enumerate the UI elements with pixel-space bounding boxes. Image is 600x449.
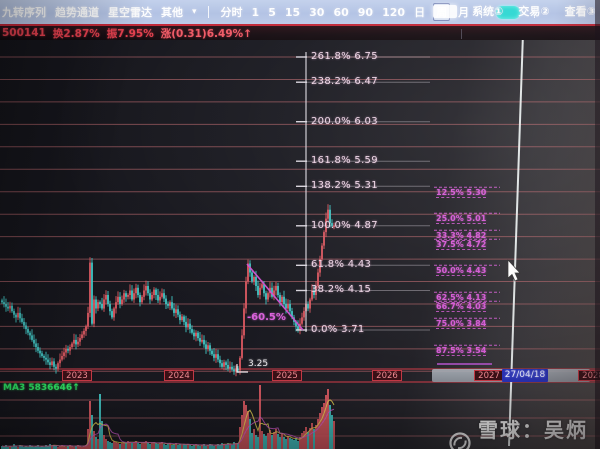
indicator-tab-九转序列[interactable]: 九转序列: [2, 6, 46, 19]
period-button-15[interactable]: 15: [284, 5, 301, 19]
retracement-level-label: 66.7% 4.03: [436, 302, 487, 312]
toolbar-glare-button[interactable]: [433, 4, 458, 18]
axis-year-label: 2027: [474, 370, 504, 381]
retracement-level-label: 25.0% 5.01: [436, 214, 487, 224]
retracement-dashed-lines: [434, 186, 500, 346]
axis-year-label: 2026: [372, 370, 402, 381]
fib-level-label: 61.8% 4.43: [311, 259, 372, 270]
crosshair-date-readout: 27/04/18: [502, 369, 548, 382]
volume-ma-line-magenta: [1, 408, 335, 448]
axis-year-label: 2028: [578, 370, 600, 381]
low-price-label: 3.25: [248, 359, 269, 369]
retracement-level-label: 75.0% 3.84: [436, 319, 487, 329]
volume-bars: [1, 385, 335, 449]
dropdown-arrow-icon[interactable]: ▾: [192, 7, 197, 17]
custom-period-pill-button[interactable]: [496, 5, 521, 19]
period-button-60[interactable]: 60: [333, 5, 349, 19]
toolbar-divider: [207, 6, 209, 18]
price-gridlines: [0, 34, 600, 372]
toolbar-divider: [481, 6, 483, 18]
volume-ma-label: MA3 5836646↑: [3, 383, 80, 393]
indicator-tab-趋势通道[interactable]: 趋势通道: [55, 6, 99, 19]
xueqiu-logo-icon: [449, 432, 471, 449]
period-button-月[interactable]: 月: [458, 6, 470, 19]
fib-axis: [296, 52, 307, 332]
price-change: 涨(0.31)6.49%↑: [160, 27, 252, 40]
quotebar-divider: [461, 29, 462, 39]
watermark-text: 雪球：吴炳刚: [478, 418, 588, 449]
period-button-1[interactable]: 1: [251, 5, 260, 19]
candlestick-series: [1, 204, 335, 377]
fib-level-label: 161.8% 5.59: [311, 155, 378, 166]
axis-year-label: 2025: [272, 370, 302, 381]
low-marker-bracket: [236, 364, 248, 373]
menu-item-交易②[interactable]: 交易②: [518, 5, 550, 18]
menu-item-查看③[interactable]: 查看③: [564, 5, 596, 18]
retracement-level-label: 50.0% 4.43: [436, 266, 487, 276]
stock-code: 500141: [2, 27, 46, 39]
menu-item-系统①[interactable]: 系统①: [472, 5, 504, 18]
retracement-level-label: 37.5% 4.72: [436, 240, 487, 250]
fib-level-label: 38.2% 4.15: [311, 284, 372, 295]
fib-level-label: 0.0% 3.71: [311, 324, 365, 335]
retracement-level-label: 12.5% 5.30: [436, 188, 487, 198]
crosshair-line[interactable]: [508, 32, 524, 447]
fib-level-label: 261.8% 6.75: [311, 51, 378, 62]
watermark: 雪球：吴炳刚: [448, 414, 600, 449]
period-button-30[interactable]: 30: [309, 5, 325, 19]
indicator-tab-其他[interactable]: 其他: [161, 6, 183, 19]
period-button-日[interactable]: 日: [414, 6, 426, 19]
retracement-level-label: 33.3% 4.82: [436, 231, 487, 241]
retracement-level-label: 62.5% 4.13: [436, 293, 487, 303]
toolbar-divider: [534, 6, 536, 18]
trendline-percent-label: -60.5%: [247, 312, 286, 323]
period-button-分时[interactable]: 分时: [220, 6, 243, 19]
period-button-90[interactable]: 90: [357, 5, 374, 19]
fib-level-label: 200.0% 6.03: [311, 116, 378, 127]
mouse-cursor: [507, 259, 521, 282]
retracement-level-label: 87.5% 3.54: [436, 346, 487, 356]
photo-edge: [595, 0, 600, 449]
axis-year-label: 2023: [62, 370, 92, 381]
amplitude: 振7.95%: [106, 27, 154, 40]
period-button-5[interactable]: 5: [268, 5, 276, 19]
fib-level-label: 238.2% 6.47: [311, 76, 378, 87]
fib-level-label: 138.2% 5.31: [311, 180, 378, 191]
quote-info-bar: 500141 换2.87% 振7.95% 涨(0.31)6.49%↑: [0, 24, 600, 40]
indicator-tab-星空雷达[interactable]: 星空雷达: [108, 6, 152, 19]
period-button-120[interactable]: 120: [382, 5, 406, 19]
fib-level-label: 100.0% 4.87: [311, 220, 378, 231]
turnover-rate: 换2.87%: [52, 27, 100, 40]
axis-year-label: 2024: [164, 370, 194, 381]
trend-line[interactable]: [246, 263, 304, 331]
